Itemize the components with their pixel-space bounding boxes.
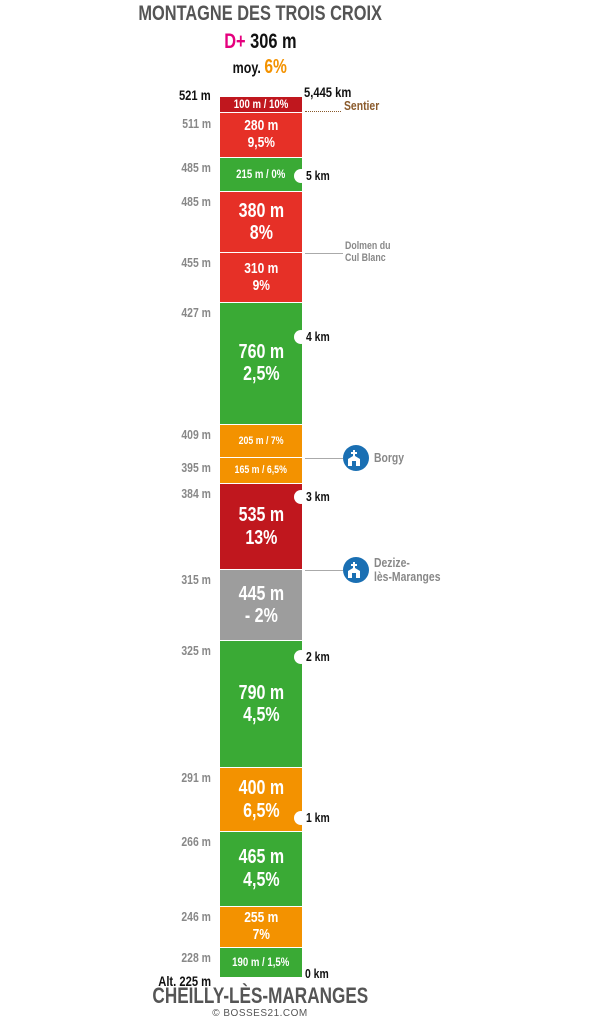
segment-gradient: 9,5% xyxy=(247,133,275,151)
segment-length: 280 m xyxy=(243,117,279,135)
segment-9: 535 m 13% xyxy=(220,484,302,570)
segment-13: 465 m 4,5% xyxy=(220,832,302,907)
average-value: 6% xyxy=(264,56,288,78)
trail-label: Sentier xyxy=(344,98,380,113)
copyright: © BOSSES21.COM xyxy=(212,1008,308,1019)
segment-1: 100 m / 10% xyxy=(220,97,302,114)
segment-3: 215 m / 0% xyxy=(220,157,302,193)
segment-gradient: 6,5% xyxy=(242,799,280,822)
km-notch xyxy=(294,810,308,825)
km-label: 2 km xyxy=(306,649,330,665)
elevation-gain-label: D+ xyxy=(223,30,246,53)
segment-12: 400 m 6,5% xyxy=(220,767,302,833)
km-notch xyxy=(294,490,308,505)
km-notch xyxy=(294,329,308,344)
segment-gradient: 4,5% xyxy=(242,704,280,727)
segment-length: 465 m xyxy=(238,846,284,869)
altitude-label: 409 m xyxy=(181,426,212,442)
altitude-label: 485 m xyxy=(181,194,212,210)
segment-length: 400 m xyxy=(238,777,284,800)
altitude-label: 315 m xyxy=(181,571,212,587)
elevation-gain-value: 306 m xyxy=(249,30,297,53)
segment-length: 445 m xyxy=(238,582,284,605)
segment-length: 190 m / 1,5% xyxy=(232,954,290,969)
km-label: 0 km xyxy=(305,966,329,981)
altitude-label: 455 m xyxy=(181,255,212,271)
altitude-label: 246 m xyxy=(181,908,212,924)
poi-connector xyxy=(305,569,343,571)
average-label: moy. xyxy=(232,60,262,77)
altitude-label: 228 m xyxy=(181,949,212,965)
segment-5: 310 m 9% xyxy=(220,253,302,303)
segment-length: 100 m / 10% xyxy=(233,97,289,111)
segment-14: 255 m 7% xyxy=(220,906,302,948)
segment-length: 535 m xyxy=(238,504,284,527)
segment-gradient: 13% xyxy=(244,526,278,549)
segment-gradient: - 2% xyxy=(244,605,278,628)
altitude-label: 395 m xyxy=(181,459,212,475)
trail-marker-line xyxy=(305,111,341,112)
profile-bar: 100 m / 10% 280 m 9,5% 215 m / 0% 380 m 8% 310… xyxy=(220,97,302,978)
altitude-label: 427 m xyxy=(181,305,212,321)
average-gradient: moy. 6% xyxy=(0,56,520,79)
segment-6: 760 m 2,5% xyxy=(220,303,302,425)
segment-length: 790 m xyxy=(238,681,284,704)
segment-length: 760 m xyxy=(238,341,284,364)
altitude-label: 384 m xyxy=(181,486,212,502)
total-distance: 5,445 km xyxy=(304,84,352,100)
segment-length: 310 m xyxy=(243,259,279,277)
start-location: CHEILLY-LÈS-MARANGES xyxy=(152,983,368,1008)
segment-gradient: 2,5% xyxy=(242,363,280,386)
segment-gradient: 8% xyxy=(249,222,273,245)
segment-length: 380 m xyxy=(238,199,284,222)
poi-label: Dezize-lès-Maranges xyxy=(374,554,441,584)
segment-2: 280 m 9,5% xyxy=(220,113,302,158)
km-label: 4 km xyxy=(306,328,330,344)
segment-length: 205 m / 7% xyxy=(238,434,284,447)
altitude-label: 511 m xyxy=(182,116,211,132)
poi-connector xyxy=(305,457,343,459)
altitude-label: 521 m xyxy=(179,87,211,103)
poi-label: Borgy xyxy=(374,449,405,465)
altitude-label: 291 m xyxy=(181,769,212,785)
km-notch xyxy=(294,169,308,184)
km-label: 1 km xyxy=(306,809,330,825)
altitude-label: Alt. 225 m xyxy=(158,973,211,989)
segment-length: 255 m xyxy=(243,908,279,926)
altitude-label: 485 m xyxy=(181,159,212,175)
segment-4: 380 m 8% xyxy=(220,192,302,254)
climb-title: MONTAGNE DES TROIS CROIX xyxy=(138,2,382,25)
altitude-label: 266 m xyxy=(181,834,212,850)
segment-7: 205 m / 7% xyxy=(220,424,302,458)
segment-10: 445 m- 2% xyxy=(220,569,302,642)
poi-connector xyxy=(305,253,343,255)
segment-length: 215 m / 0% xyxy=(236,166,286,181)
segment-gradient: 7% xyxy=(252,925,270,943)
segment-8: 165 m / 6,5% xyxy=(220,457,302,485)
elevation-gain: D+ 306 m xyxy=(0,30,520,54)
km-label: 3 km xyxy=(306,489,330,505)
church-icon xyxy=(343,556,369,583)
church-icon xyxy=(343,444,369,471)
segment-length: 165 m / 6,5% xyxy=(234,464,288,477)
segment-11: 790 m 4,5% xyxy=(220,641,302,768)
km-notch xyxy=(294,650,308,665)
altitude-label: 325 m xyxy=(181,643,212,659)
segment-15: 190 m / 1,5% xyxy=(220,947,302,978)
poi-label: Dolmen du Cul Blanc xyxy=(345,240,391,265)
segment-gradient: 4,5% xyxy=(242,868,280,891)
segment-gradient: 9% xyxy=(252,276,270,294)
km-label: 5 km xyxy=(306,168,330,184)
